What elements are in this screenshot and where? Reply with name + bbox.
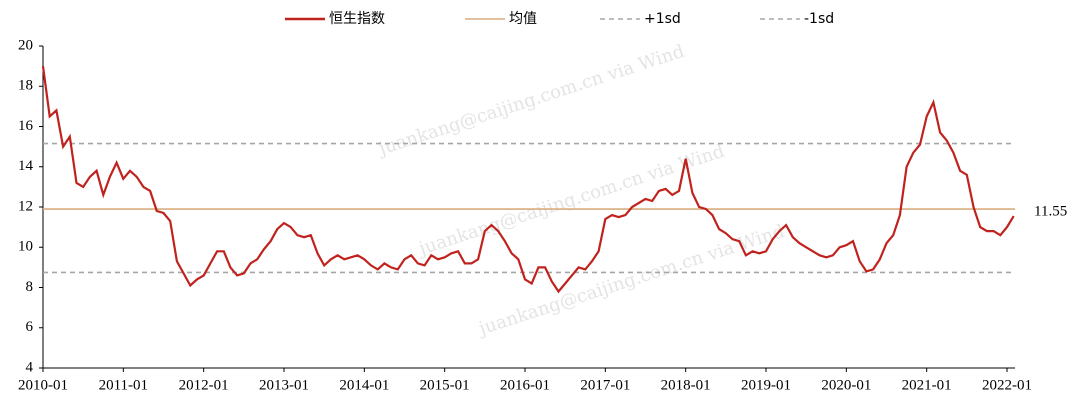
watermark: juankang@caijing.com.cn via Wind	[475, 221, 787, 340]
x-tick-label: 2018-01	[661, 377, 711, 393]
y-tick-label: 12	[18, 198, 33, 214]
legend-label: 均值	[509, 11, 537, 27]
annotation: 11.55	[1034, 203, 1067, 219]
x-tick-label: 2013-01	[259, 377, 309, 393]
x-tick-label: 2011-01	[99, 377, 148, 393]
x-tick-label: 2022-01	[982, 377, 1032, 393]
legend-label: +1sd	[644, 11, 681, 27]
x-tick-label: 2020-01	[821, 377, 871, 393]
data-line	[41, 65, 1015, 294]
watermark: juankang@caijing.com.cn via Wind	[415, 141, 727, 260]
x-tick-label: 2010-01	[18, 377, 68, 393]
x-tick-label: 2012-01	[179, 377, 229, 393]
x-tick-label: 2017-01	[580, 377, 630, 393]
y-tick-label: 4	[26, 359, 34, 375]
legend-label: -1sd	[804, 11, 834, 27]
x-tick-label: 2019-01	[741, 377, 791, 393]
y-tick-label: 6	[26, 319, 34, 335]
x-tick-label: 2016-01	[500, 377, 550, 393]
legend-label: 恒生指数	[329, 11, 385, 27]
y-tick-label: 18	[18, 78, 33, 94]
x-tick-label: 2021-01	[902, 377, 952, 393]
watermark: juankang@caijing.com.cn via Wind	[375, 41, 687, 160]
y-tick-label: 8	[26, 279, 34, 295]
y-tick-label: 16	[18, 118, 34, 134]
y-tick-label: 10	[18, 239, 33, 255]
x-tick-label: 2014-01	[339, 377, 389, 393]
x-tick-label: 2015-01	[420, 377, 470, 393]
y-tick-label: 20	[18, 37, 33, 53]
y-tick-label: 14	[18, 158, 34, 174]
